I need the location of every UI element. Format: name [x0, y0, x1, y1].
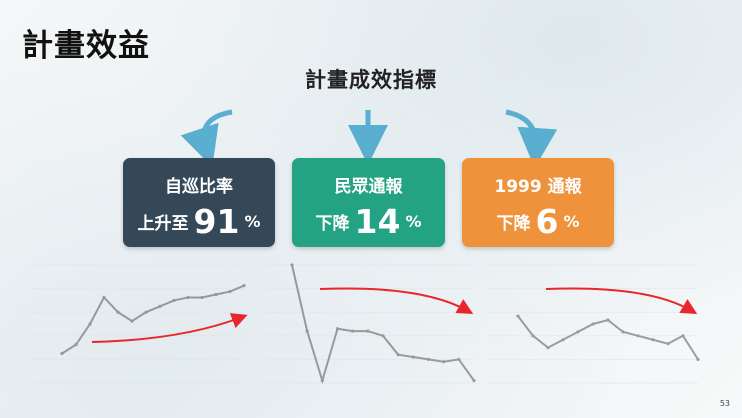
curved-arrow-right [505, 109, 558, 160]
data-point [60, 351, 64, 356]
card-number: 14 [354, 202, 401, 241]
data-point [576, 330, 580, 334]
data-point [290, 263, 294, 267]
data-point [472, 379, 476, 383]
data-point [636, 334, 640, 338]
series-line [291, 264, 475, 385]
data-point [242, 284, 246, 288]
data-point [651, 338, 655, 342]
data-point [351, 329, 355, 333]
card-value: 下降 14% [292, 202, 445, 241]
card-value: 下降 6% [462, 202, 614, 241]
mini-chart-1 [32, 264, 246, 384]
trend-arrow-2 [319, 287, 474, 314]
card-prefix: 下降 [315, 214, 350, 234]
card-unit: % [563, 212, 580, 231]
data-point [591, 322, 595, 326]
data-point [144, 310, 148, 314]
data-point [531, 334, 535, 338]
data-point [366, 329, 370, 333]
card-number: 6 [535, 202, 559, 241]
card-1999-reports: 1999 通報 下降 6% [462, 158, 614, 247]
curved-arrow-left [180, 109, 233, 160]
data-point [396, 353, 400, 357]
data-point [457, 357, 461, 361]
card-self-patrol-ratio: 自巡比率 上升至 91% [123, 158, 275, 247]
series-line [517, 315, 699, 360]
data-point [546, 346, 550, 350]
data-point [158, 304, 162, 308]
trend-charts [32, 263, 700, 385]
page-number: 53 [719, 399, 730, 408]
data-point [88, 322, 92, 326]
data-point [666, 342, 670, 346]
data-point [516, 314, 520, 318]
mini-chart-3 [488, 264, 700, 384]
indicator-arrows [180, 109, 558, 160]
data-point [561, 338, 565, 342]
card-value: 上升至 91% [123, 202, 275, 241]
section-subtitle: 計畫成效指標 [305, 68, 437, 92]
card-title: 自巡比率 [165, 177, 233, 197]
card-title: 1999 通報 [494, 177, 582, 197]
data-point [426, 357, 431, 361]
card-unit: % [244, 212, 261, 231]
data-point [681, 334, 685, 338]
data-point [116, 310, 120, 314]
series-line [61, 284, 245, 355]
data-point [186, 295, 190, 300]
card-public-reports: 民眾通報 下降 14% [292, 158, 445, 247]
data-point [214, 292, 218, 297]
data-point [130, 319, 134, 323]
data-point [381, 334, 385, 338]
data-point [696, 357, 700, 361]
card-unit: % [405, 212, 422, 231]
data-point [621, 330, 625, 334]
data-point [228, 289, 232, 294]
data-point [172, 298, 176, 302]
data-point [442, 360, 446, 364]
page-title: 計畫效益 [22, 28, 150, 64]
card-prefix: 下降 [496, 214, 531, 234]
card-number: 91 [193, 202, 240, 241]
mini-chart-2 [262, 263, 476, 385]
data-point [102, 295, 106, 300]
data-point [335, 327, 340, 331]
data-point [320, 379, 324, 383]
data-point [200, 295, 204, 300]
card-title: 民眾通報 [334, 177, 403, 197]
data-point [74, 343, 78, 347]
data-point [411, 355, 415, 359]
trend-arrow-3 [545, 287, 698, 315]
trend-arrow-1 [91, 313, 248, 343]
card-prefix: 上升至 [137, 214, 189, 234]
data-point [606, 318, 610, 322]
data-point [305, 329, 309, 333]
